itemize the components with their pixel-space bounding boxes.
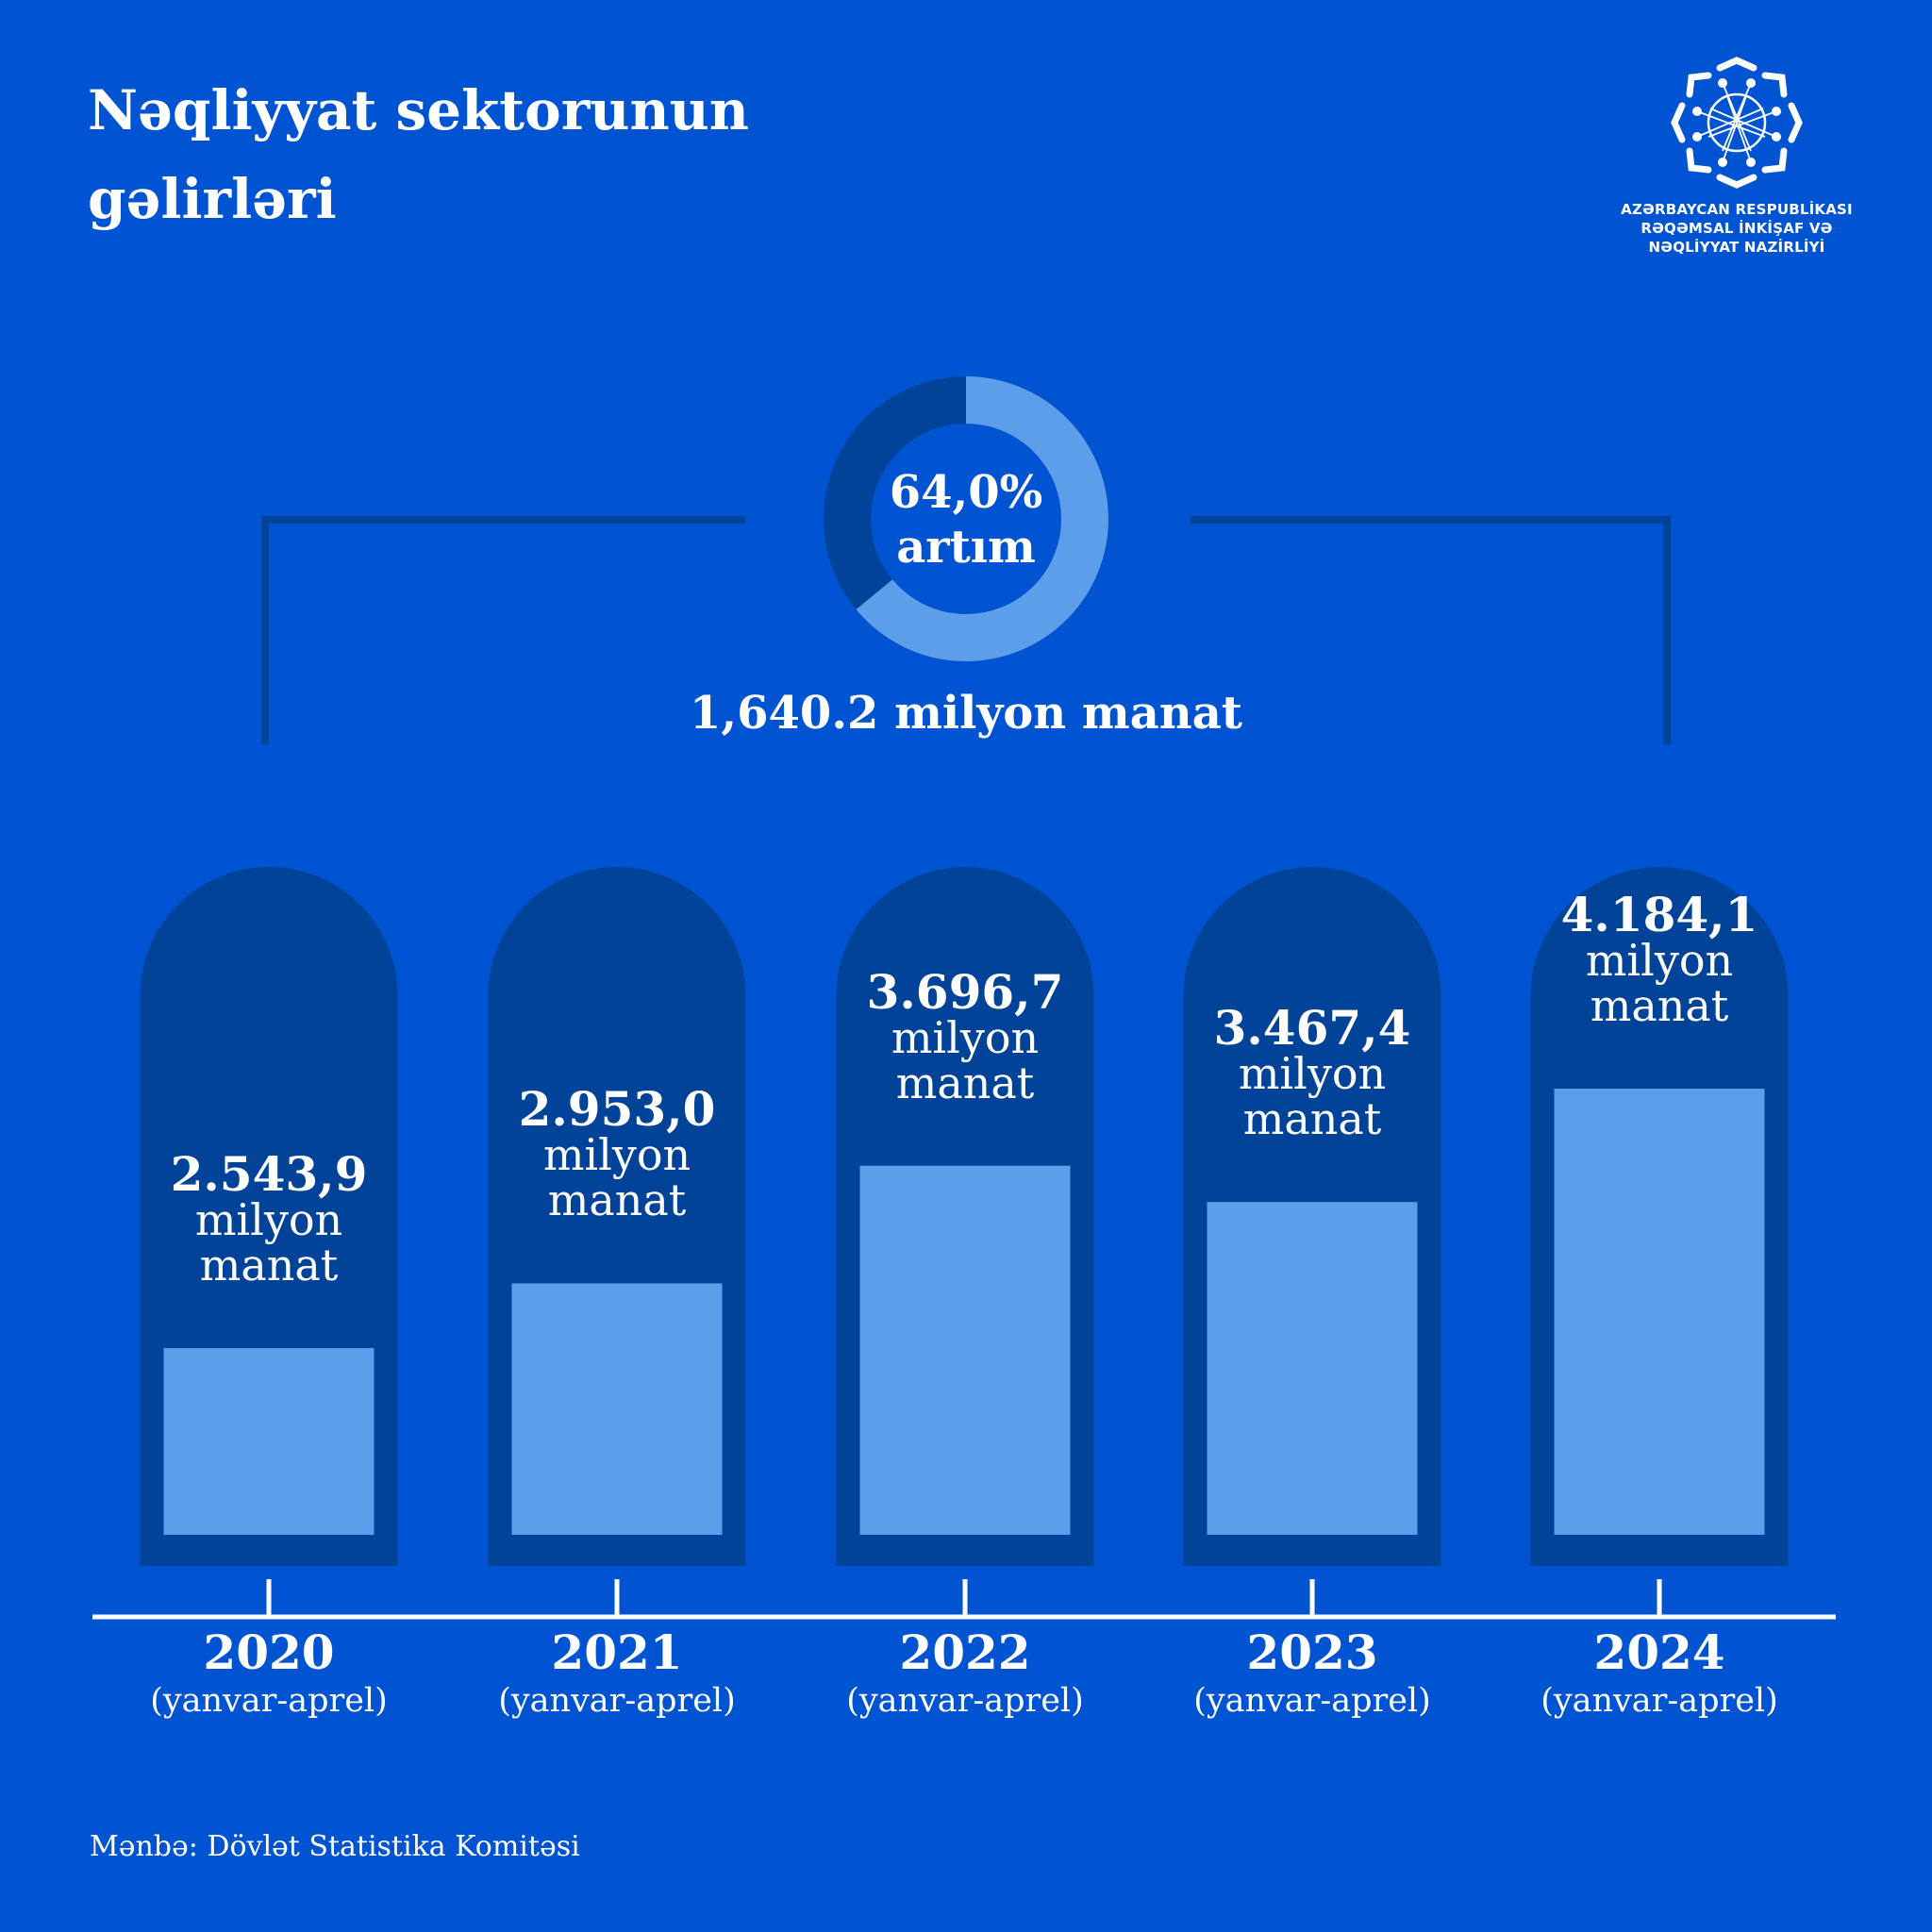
year-label: 2022 [899,1624,1031,1680]
data-label-value: 4.184,1 [1560,887,1758,942]
bar-2022 [859,1165,1071,1535]
data-label: 3.696,7 milyon manat [837,963,1094,1108]
period-label: (yanvar-aprel) [1193,1682,1431,1720]
year-label: 2023 [1246,1624,1378,1680]
x-tick-label: 2020 (yanvar-aprel) [118,1624,420,1721]
growth-word: artım [896,521,1036,574]
growth-percent: 64,0% [889,466,1043,519]
year-label: 2020 [203,1624,335,1680]
period-label: (yanvar-aprel) [846,1682,1084,1720]
data-label: 4.184,1 milyon manat [1531,887,1789,1031]
period-label: (yanvar-aprel) [498,1682,736,1720]
growth-label: 64,0% artım [853,465,1079,575]
page-title: Nəqliyyat sektorunun gəlirləri [88,78,749,231]
data-label-unit: milyon [542,1129,691,1181]
year-label: 2021 [551,1624,683,1680]
bar-2023 [1207,1202,1418,1535]
data-label-unit: manat [547,1174,687,1226]
data-label-unit: milyon [194,1194,343,1245]
data-label: 2.953,0 milyon manat [489,1081,746,1226]
period-label: (yanvar-aprel) [150,1682,388,1720]
data-label-value: 3.696,7 [866,963,1064,1020]
bar-2020 [163,1348,375,1535]
logo-text-line: RƏQƏMSAL İNKİŞAF VƏ [1641,220,1833,237]
bar-2021 [511,1283,723,1535]
bracket-left [261,516,745,744]
data-label: 2.543,9 milyon manat [141,1146,398,1291]
data-label-unit: manat [895,1057,1035,1108]
period-label: (yanvar-aprel) [1541,1682,1778,1720]
data-label-unit: manat [199,1240,339,1291]
ministry-logo: AZƏRBAYCAN RESPUBLİKASI RƏQƏMSAL İNKİŞAF… [1619,57,1855,257]
x-tick-label: 2024 (yanvar-aprel) [1508,1624,1810,1721]
data-label-value: 3.467,4 [1213,1000,1411,1057]
donut-growth-arc [824,376,1108,661]
data-label-unit: milyon [1585,935,1734,986]
data-label-unit: manat [1242,1093,1382,1145]
data-label-unit: manat [1590,980,1729,1031]
year-label: 2024 [1593,1624,1725,1680]
data-label-unit: milyon [1238,1048,1387,1100]
x-tick-label: 2023 (yanvar-aprel) [1161,1624,1463,1721]
logo-emblem-icon [1671,57,1803,189]
data-label-value: 2.543,9 [170,1146,368,1202]
bar-2024 [1554,1089,1765,1535]
logo-text-line: AZƏRBAYCAN RESPUBLİKASI [1621,201,1853,218]
x-tick-label: 2022 (yanvar-aprel) [814,1624,1116,1721]
data-label-unit: milyon [891,1011,1040,1063]
growth-total: 1,640.2 milyon manat [690,687,1242,740]
bracket-right [1191,516,1671,744]
data-label: 3.467,4 milyon manat [1184,1000,1441,1145]
source-note: Mənbə: Dövlət Statistika Komitəsi [90,1830,580,1863]
logo-text-line: NƏQLİYYAT NAZİRLİYİ [1648,239,1825,256]
x-tick-label: 2021 (yanvar-aprel) [466,1624,768,1721]
data-label-value: 2.953,0 [518,1081,716,1138]
